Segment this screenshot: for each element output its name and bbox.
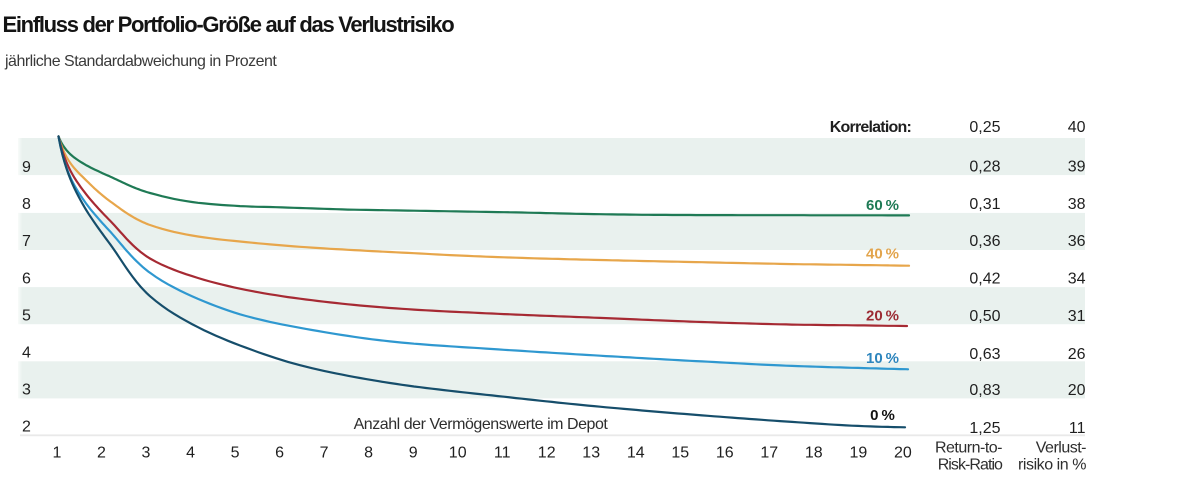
svg-text:4: 4 <box>186 444 195 461</box>
svg-text:8: 8 <box>364 444 373 461</box>
svg-text:9: 9 <box>22 159 31 176</box>
svg-text:15: 15 <box>671 444 689 461</box>
svg-text:34: 34 <box>1068 271 1086 288</box>
svg-text:20: 20 <box>1068 382 1086 399</box>
svg-text:Return-to-: Return-to- <box>935 439 1002 456</box>
svg-text:1,25: 1,25 <box>969 420 1000 437</box>
svg-text:0,83: 0,83 <box>969 382 1000 399</box>
svg-text:18: 18 <box>805 444 823 461</box>
svg-text:risiko in %: risiko in % <box>1018 456 1086 473</box>
svg-text:3: 3 <box>22 382 31 399</box>
svg-text:5: 5 <box>231 444 240 461</box>
svg-text:36: 36 <box>1068 233 1086 250</box>
svg-text:38: 38 <box>1068 196 1086 213</box>
svg-text:3: 3 <box>142 444 151 461</box>
svg-text:Risk-Ratio: Risk-Ratio <box>938 456 1003 473</box>
svg-text:8: 8 <box>22 196 31 213</box>
svg-text:10: 10 <box>449 444 467 461</box>
svg-text:6: 6 <box>22 270 31 287</box>
svg-text:Korrelation:: Korrelation: <box>830 119 911 136</box>
svg-text:60 %: 60 % <box>866 197 899 214</box>
svg-text:0,63: 0,63 <box>969 346 1000 363</box>
svg-text:19: 19 <box>850 444 868 461</box>
svg-text:2: 2 <box>22 419 31 436</box>
svg-text:2: 2 <box>97 444 106 461</box>
svg-text:26: 26 <box>1068 346 1086 363</box>
svg-text:40 %: 40 % <box>866 246 899 263</box>
svg-text:Einfluss der Portfolio-Größe a: Einfluss der Portfolio-Größe auf das Ver… <box>3 12 455 37</box>
svg-text:4: 4 <box>22 345 31 362</box>
svg-text:Anzahl der Vermögenswerte im D: Anzahl der Vermögenswerte im Depot <box>354 416 609 433</box>
svg-text:0,36: 0,36 <box>969 233 1000 250</box>
svg-text:12: 12 <box>538 444 556 461</box>
svg-text:0,42: 0,42 <box>969 271 1000 288</box>
svg-text:17: 17 <box>760 444 778 461</box>
svg-text:Verlust-: Verlust- <box>1036 439 1086 456</box>
svg-text:7: 7 <box>22 233 31 250</box>
svg-text:13: 13 <box>582 444 600 461</box>
svg-text:20: 20 <box>894 444 912 461</box>
svg-text:31: 31 <box>1068 308 1086 325</box>
svg-text:14: 14 <box>627 444 645 461</box>
svg-text:40: 40 <box>1068 119 1086 136</box>
svg-text:jährliche Standardabweichung i: jährliche Standardabweichung in Prozent <box>4 53 277 70</box>
svg-text:5: 5 <box>22 307 31 324</box>
svg-text:0,25: 0,25 <box>969 119 1000 136</box>
svg-text:0,31: 0,31 <box>969 196 1000 213</box>
svg-text:9: 9 <box>409 444 418 461</box>
svg-text:11: 11 <box>494 444 511 461</box>
svg-text:0,28: 0,28 <box>969 159 1000 176</box>
svg-text:7: 7 <box>320 444 329 461</box>
svg-text:10 %: 10 % <box>866 350 899 367</box>
svg-text:6: 6 <box>275 444 284 461</box>
svg-text:20 %: 20 % <box>866 308 899 325</box>
svg-text:39: 39 <box>1068 159 1086 176</box>
svg-text:11: 11 <box>1069 420 1086 437</box>
svg-text:0 %: 0 % <box>870 407 895 424</box>
svg-text:1: 1 <box>53 444 62 461</box>
svg-text:0,50: 0,50 <box>969 308 1000 325</box>
svg-text:16: 16 <box>716 444 734 461</box>
